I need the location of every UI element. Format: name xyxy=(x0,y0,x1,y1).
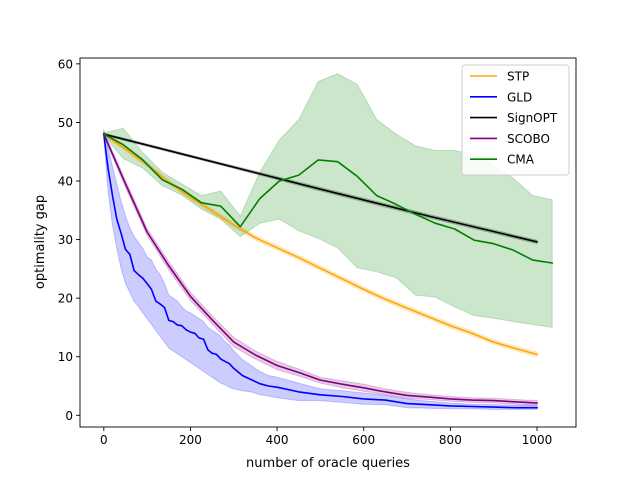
series-band-gld xyxy=(103,129,538,410)
y-tick-label: 30 xyxy=(58,233,73,247)
x-tick-label: 200 xyxy=(179,433,202,447)
x-tick-label: 1000 xyxy=(522,433,553,447)
x-tick-label: 0 xyxy=(100,433,108,447)
line-layer xyxy=(102,132,554,409)
series-band-cma xyxy=(103,73,553,328)
series-band-scobo xyxy=(103,131,538,406)
legend: STP GLD SignOPT SCOBO CMA xyxy=(461,64,570,176)
y-tick-label: 60 xyxy=(58,57,73,71)
legend-label-stp: STP xyxy=(507,70,529,84)
legend-label-scobo: SCOBO xyxy=(507,132,550,146)
y-axis-label: optimality gap xyxy=(33,195,48,289)
series-line-signopt xyxy=(102,133,538,243)
x-axis-label: number of oracle queries xyxy=(246,456,410,471)
series-line-cma xyxy=(102,133,554,264)
x-tick-label: 600 xyxy=(352,433,375,447)
legend-label-cma: CMA xyxy=(507,153,535,167)
x-tick-label: 400 xyxy=(266,433,289,447)
series-line-gld xyxy=(102,133,538,409)
y-tick-label: 0 xyxy=(65,409,73,423)
y-tick-label: 50 xyxy=(58,116,73,130)
y-tick-label: 20 xyxy=(58,292,73,306)
y-axis-ticks: 0 10 20 30 40 50 60 xyxy=(58,57,80,423)
axes-frame xyxy=(79,57,577,428)
x-axis-ticks: 0 200 400 600 800 1000 xyxy=(100,427,552,447)
series-line-scobo xyxy=(102,133,538,404)
series-band-stp xyxy=(103,131,538,358)
legend-label-signopt: SignOPT xyxy=(507,111,558,125)
x-tick-label: 800 xyxy=(439,433,462,447)
y-tick-label: 40 xyxy=(58,175,73,189)
legend-label-gld: GLD xyxy=(507,90,532,104)
legend-box xyxy=(461,64,570,176)
y-tick-label: 10 xyxy=(58,350,73,364)
